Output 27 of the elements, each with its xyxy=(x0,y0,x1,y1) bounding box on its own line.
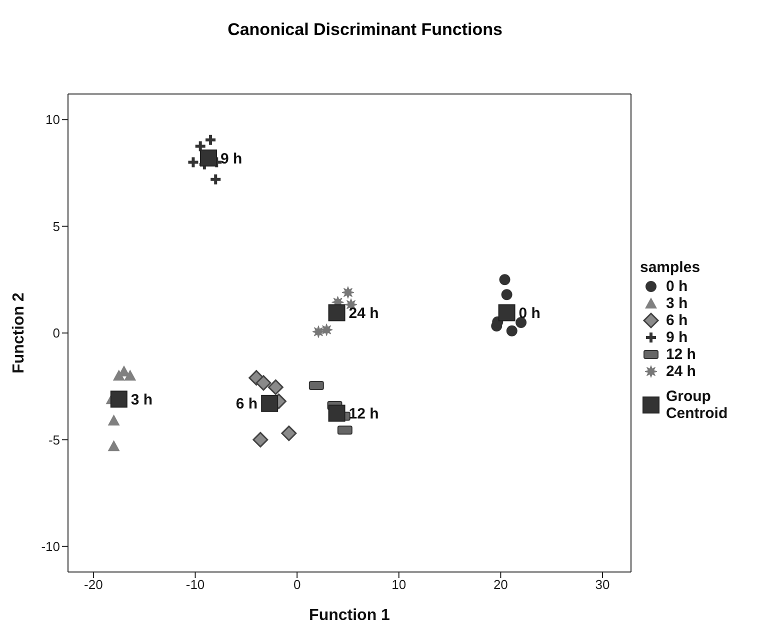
x-tick-label: -20 xyxy=(84,577,103,592)
x-tick-label: -10 xyxy=(186,577,205,592)
annotation: 6 h xyxy=(236,396,258,413)
legend-label: 24 h xyxy=(666,362,697,380)
legend-label: 12 h xyxy=(666,346,697,362)
x-tick-label: 30 xyxy=(595,577,610,592)
legend-label: 3 h xyxy=(666,294,689,312)
x-tick-label: 20 xyxy=(493,577,508,592)
legend-label: 0 h xyxy=(666,278,689,294)
legend-title: samples xyxy=(640,258,702,276)
x-tick-label: 0 xyxy=(293,577,301,592)
y-tick-label: -5 xyxy=(48,432,60,448)
x-tick-label: 10 xyxy=(392,577,406,592)
y-axis-title: Function 2 xyxy=(10,292,28,374)
legend-label: 9 h xyxy=(666,328,689,346)
legend-label: 6 h xyxy=(666,312,689,328)
y-tick-label: 0 xyxy=(52,326,60,341)
annotation: 12 h xyxy=(348,406,379,423)
y-tick-label: -10 xyxy=(41,539,60,554)
annotation: 24 h xyxy=(348,305,379,322)
x-axis-title: Function 1 xyxy=(309,607,390,621)
legend-label: Group Centroid xyxy=(666,388,729,422)
chart-title: Canonical Discriminant Functions xyxy=(226,19,504,41)
y-tick-label: 10 xyxy=(46,112,60,128)
y-tick-label: 5 xyxy=(52,218,60,234)
annotation: 3 h xyxy=(130,391,153,408)
annotation: 9 h xyxy=(220,150,242,168)
